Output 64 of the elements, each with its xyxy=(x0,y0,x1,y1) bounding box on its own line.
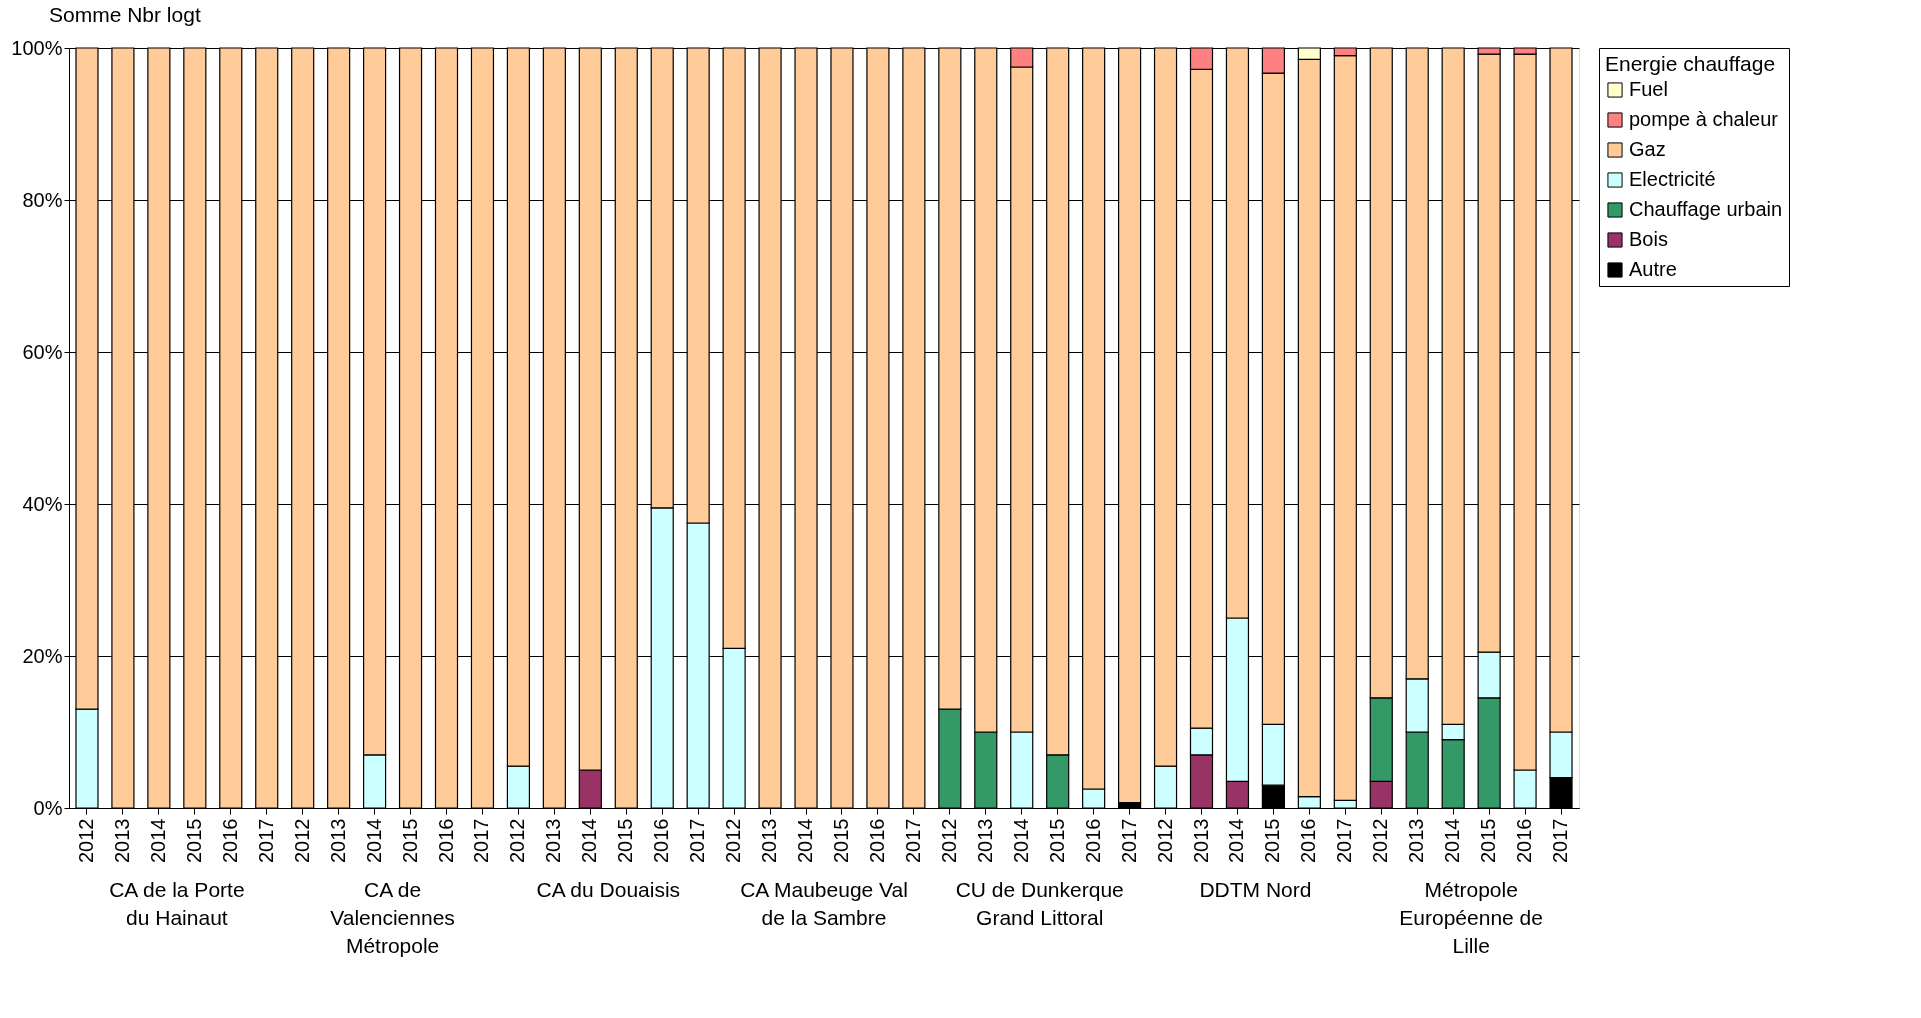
legend-label: Bois xyxy=(1629,228,1668,250)
y-tick-label: 80% xyxy=(22,188,63,211)
text: DDTM Nord xyxy=(1199,878,1312,901)
text: CA Maubeuge Val de la Sambre xyxy=(740,878,908,929)
x-tick-label: 2012 xyxy=(937,818,960,863)
x-tick-label: 2017 xyxy=(1117,818,1140,863)
chart-title: Somme Nbr logt xyxy=(49,3,201,26)
legend-label: Chauffage urbain xyxy=(1629,198,1783,220)
x-tick-label: 2012 xyxy=(1153,818,1176,863)
legend-title: Energie chauffage xyxy=(1605,52,1776,75)
legend-label: Electricité xyxy=(1629,168,1716,190)
x-tick-label: 2013 xyxy=(973,818,996,863)
x-tick-label: 2013 xyxy=(110,818,133,863)
x-tick-label: 2017 xyxy=(254,818,277,863)
y-tick-label: 100% xyxy=(11,36,63,59)
x-tick-label: 2016 xyxy=(1297,818,1320,863)
y-tick-label: 20% xyxy=(22,644,63,667)
x-tick-label: 2014 xyxy=(794,818,817,863)
x-tick-label: 2014 xyxy=(1225,818,1248,863)
x-tick-label: 2013 xyxy=(542,818,565,863)
x-tick-label: 2016 xyxy=(1081,818,1104,863)
x-tick-label: 2012 xyxy=(290,818,313,863)
x-tick-label: 2017 xyxy=(470,818,493,863)
x-tick-label: 2015 xyxy=(182,818,205,863)
x-tick-label: 2017 xyxy=(1333,818,1356,863)
x-tick-label: 2013 xyxy=(326,818,349,863)
y-tick-label: 0% xyxy=(33,796,63,819)
x-tick-label: 2015 xyxy=(398,818,421,863)
legend-label: Fuel xyxy=(1629,78,1668,100)
x-tick-label: 2015 xyxy=(614,818,637,863)
x-tick-label: 2015 xyxy=(1261,818,1284,863)
x-tick-label: 2016 xyxy=(865,818,888,863)
x-tick-label: 2016 xyxy=(218,818,241,863)
x-tick-label: 2016 xyxy=(1513,818,1536,863)
y-tick-label: 60% xyxy=(22,340,63,363)
text: CA de Valenciennes Métropole xyxy=(330,878,455,957)
x-tick-label: 2016 xyxy=(650,818,673,863)
x-tick-label: 2016 xyxy=(434,818,457,863)
x-tick-label: 2014 xyxy=(1441,818,1464,863)
x-tick-label: 2017 xyxy=(686,818,709,863)
x-tick-label: 2015 xyxy=(829,818,852,863)
text: CU de Dunkerque Grand Littoral xyxy=(955,878,1124,929)
x-tick-label: 2012 xyxy=(722,818,745,863)
y-tick-label: 40% xyxy=(22,492,63,515)
text: Métropole Européenne de Lille xyxy=(1399,878,1543,957)
x-tick-label: 2017 xyxy=(901,818,924,863)
x-tick-label: 2017 xyxy=(1549,818,1572,863)
x-tick-label: 2013 xyxy=(758,818,781,863)
legend-label: pompe à chaleur xyxy=(1629,108,1779,130)
text: CA de la Porte du Hainaut xyxy=(109,878,245,929)
x-tick-label: 2014 xyxy=(362,818,385,863)
x-tick-label: 2014 xyxy=(146,818,169,863)
x-tick-label: 2013 xyxy=(1189,818,1212,863)
text: CA du Douaisis xyxy=(536,878,681,901)
legend-label: Gaz xyxy=(1629,138,1666,160)
x-tick-label: 2015 xyxy=(1045,818,1068,863)
x-tick-label: 2013 xyxy=(1405,818,1428,863)
x-tick-label: 2015 xyxy=(1477,818,1500,863)
x-tick-label: 2012 xyxy=(1369,818,1392,863)
x-tick-label: 2014 xyxy=(578,818,601,863)
x-tick-label: 2012 xyxy=(506,818,529,863)
x-tick-label: 2012 xyxy=(74,818,97,863)
x-tick-label: 2014 xyxy=(1009,818,1032,863)
legend-label: Autre xyxy=(1629,258,1677,280)
